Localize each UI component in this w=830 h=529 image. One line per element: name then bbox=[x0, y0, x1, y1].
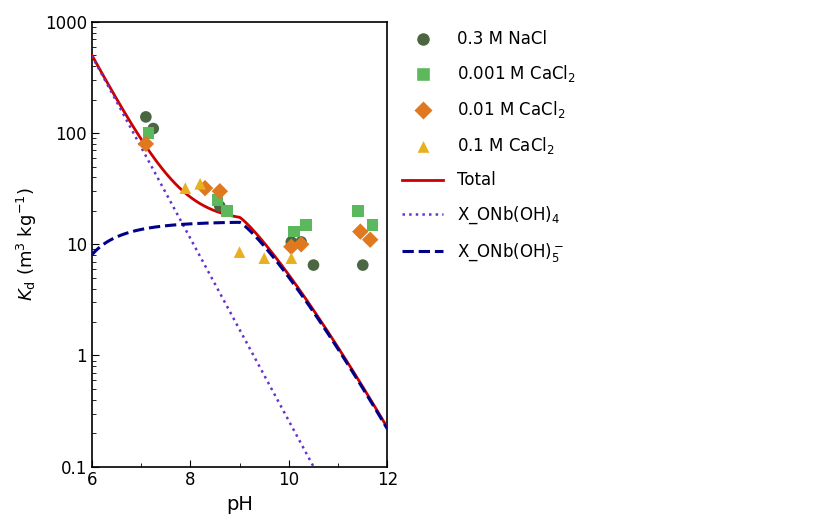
Point bbox=[354, 227, 367, 236]
Point bbox=[366, 221, 379, 229]
Point bbox=[147, 124, 160, 133]
Point bbox=[193, 179, 207, 188]
Point bbox=[351, 207, 364, 215]
Point bbox=[233, 248, 247, 257]
Point bbox=[213, 202, 227, 211]
Point bbox=[213, 187, 227, 196]
Point bbox=[178, 184, 192, 193]
Point bbox=[139, 140, 153, 148]
Point bbox=[295, 240, 308, 249]
Point bbox=[139, 113, 153, 121]
Point bbox=[364, 235, 377, 244]
Point bbox=[142, 129, 155, 138]
Point bbox=[221, 207, 234, 215]
Point bbox=[198, 184, 212, 193]
Point bbox=[307, 261, 320, 269]
X-axis label: pH: pH bbox=[226, 495, 253, 514]
Point bbox=[221, 207, 234, 215]
Point bbox=[257, 254, 271, 262]
Point bbox=[285, 254, 298, 262]
Point bbox=[285, 242, 298, 251]
Y-axis label: $K_{\mathrm{d}}$ (m$^3$ kg$^{-1}$): $K_{\mathrm{d}}$ (m$^3$ kg$^{-1}$) bbox=[15, 187, 39, 301]
Point bbox=[211, 196, 224, 204]
Point bbox=[287, 227, 300, 236]
Legend: 0.3 M NaCl, 0.001 M CaCl$_2$, 0.01 M CaCl$_2$, 0.1 M CaCl$_2$, Total, X_ONb(OH)$: 0.3 M NaCl, 0.001 M CaCl$_2$, 0.01 M CaC… bbox=[402, 30, 576, 264]
Point bbox=[356, 261, 369, 269]
Point bbox=[300, 221, 313, 229]
Point bbox=[295, 238, 308, 246]
Point bbox=[285, 238, 298, 246]
